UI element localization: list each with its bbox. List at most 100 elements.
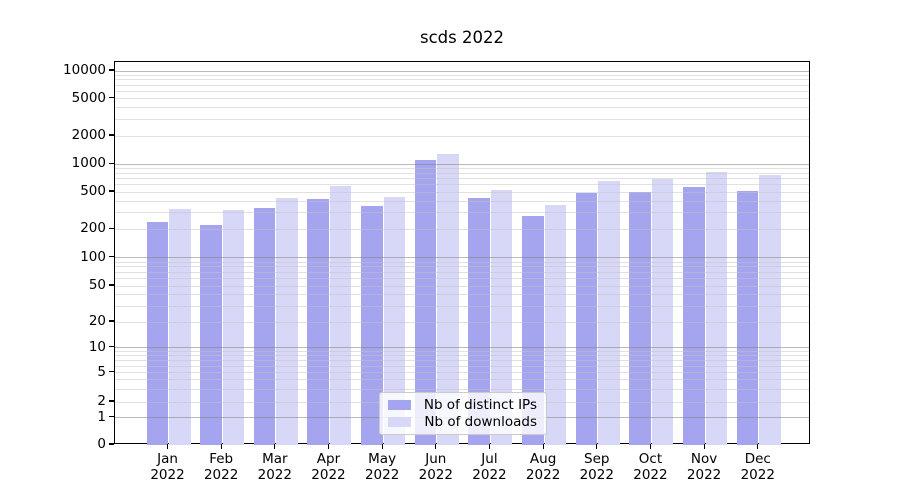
bar-distinct-ips-oct [629, 192, 651, 445]
y-tick-mark [109, 320, 114, 322]
legend-label-downloads: Nb of downloads [424, 413, 537, 430]
legend-label-distinct-ips: Nb of distinct IPs [423, 397, 537, 414]
y-tick-mark [109, 443, 114, 445]
bar-downloads-sep [598, 181, 620, 445]
x-tick-label: Apr 2022 [311, 451, 346, 483]
bar-distinct-ips-may [361, 206, 383, 445]
y-tick-label: 10 [88, 338, 106, 355]
y-tick-label: 20 [88, 313, 106, 329]
gridline-minor-800 [115, 172, 809, 174]
y-tick-label: 200 [80, 220, 106, 237]
gridline-major-10000 [115, 70, 809, 72]
x-tick-mark [381, 444, 383, 449]
bar-downloads-aug [544, 204, 567, 445]
gridline-minor-500 [115, 191, 809, 193]
gridline-minor-20 [115, 321, 809, 323]
y-tick-label: 10000 [63, 62, 106, 78]
gridline-minor-50 [115, 285, 809, 287]
gridline-minor-80 [115, 266, 809, 268]
bar-downloads-feb [222, 210, 245, 445]
x-tick-mark [166, 444, 169, 449]
chart-title: scds 2022 [420, 28, 504, 47]
gridline-minor-8000 [115, 79, 809, 81]
x-tick-label: Oct 2022 [633, 451, 668, 483]
x-tick-label: Jul 2022 [472, 451, 507, 483]
legend: Nb of distinct IPs Nb of downloads [379, 392, 547, 435]
x-tick-mark [274, 444, 276, 449]
x-tick-label: Dec 2022 [740, 451, 775, 483]
bar-downloads-nov [705, 172, 728, 445]
y-tick-label: 100 [80, 248, 106, 265]
x-tick-label: Jan 2022 [150, 451, 185, 483]
gridline-minor-6000 [115, 90, 809, 92]
y-tick-label: 5 [97, 363, 106, 380]
legend-item-distinct-ips: Nb of distinct IPs [388, 397, 537, 413]
bar-downloads-may [383, 196, 406, 445]
legend-item-downloads: Nb of downloads [388, 414, 537, 430]
bar-downloads-oct [651, 179, 674, 445]
bar-distinct-ips-nov [683, 186, 705, 445]
y-tick-mark [109, 416, 114, 418]
y-tick-mark [109, 346, 114, 348]
gridline-minor-9000 [115, 74, 809, 76]
gridline-minor-3 [115, 388, 809, 390]
gridline-minor-60 [115, 278, 809, 280]
gridline-minor-7000 [115, 84, 809, 86]
gridline-minor-5000 [115, 98, 809, 100]
y-tick-label: 2 [97, 393, 106, 409]
bar-distinct-ips-jan [146, 221, 168, 445]
x-tick-label: May 2022 [364, 451, 400, 483]
x-tick-mark [596, 444, 598, 449]
y-tick-mark [109, 371, 114, 373]
x-tick-label: Nov 2022 [686, 451, 722, 483]
gridline-minor-8 [115, 355, 809, 357]
gridline-minor-40 [115, 294, 809, 296]
gridline-minor-70 [115, 271, 809, 273]
x-tick-mark [435, 444, 437, 449]
gridline-minor-600 [115, 184, 809, 186]
gridline-minor-30 [115, 305, 809, 307]
y-tick-label: 2000 [71, 127, 106, 143]
gridline-minor-300 [115, 212, 809, 214]
legend-swatch-downloads-icon [388, 416, 411, 427]
y-tick-label: 500 [80, 183, 106, 199]
gridline-minor-4000 [115, 107, 809, 109]
y-tick-mark [109, 400, 114, 402]
y-tick-mark [109, 190, 114, 192]
x-tick-mark [757, 444, 759, 449]
x-tick-label: Feb 2022 [203, 451, 239, 483]
gridline-minor-2000 [115, 135, 809, 137]
y-tick-label: 50 [88, 277, 106, 293]
bar-downloads-mar [276, 197, 298, 445]
y-tick-mark [109, 134, 114, 136]
y-tick-mark [109, 162, 114, 164]
x-tick-label: Mar 2022 [257, 451, 292, 483]
y-tick-mark [109, 227, 114, 229]
x-tick-mark [488, 444, 491, 449]
bar-distinct-ips-sep [575, 193, 598, 445]
x-tick-label: Aug 2022 [525, 451, 561, 483]
y-tick-label: 1000 [71, 155, 106, 172]
y-tick-mark [109, 284, 114, 286]
bar-downloads-jan [169, 209, 191, 445]
y-tick-mark [109, 256, 114, 258]
bar-distinct-ips-dec [736, 191, 759, 445]
plot-area [114, 61, 810, 445]
gridline-minor-6 [115, 365, 809, 367]
legend-swatch-distinct-ips-icon [388, 400, 411, 411]
x-tick-mark [649, 444, 652, 449]
gridline-minor-400 [115, 200, 809, 202]
y-tick-label: 1 [97, 408, 106, 425]
x-tick-mark [327, 444, 330, 449]
x-tick-mark [220, 444, 222, 449]
y-tick-label: 5000 [71, 89, 106, 106]
y-tick-mark [109, 97, 114, 99]
y-tick-label: 0 [97, 436, 106, 452]
gridline-major-1000 [115, 163, 809, 165]
gridline-major-10 [115, 347, 809, 349]
bar-distinct-ips-feb [200, 225, 222, 445]
x-tick-label: Sep 2022 [579, 451, 614, 483]
bar-distinct-ips-mar [253, 207, 276, 445]
gridline-minor-3000 [115, 118, 809, 120]
